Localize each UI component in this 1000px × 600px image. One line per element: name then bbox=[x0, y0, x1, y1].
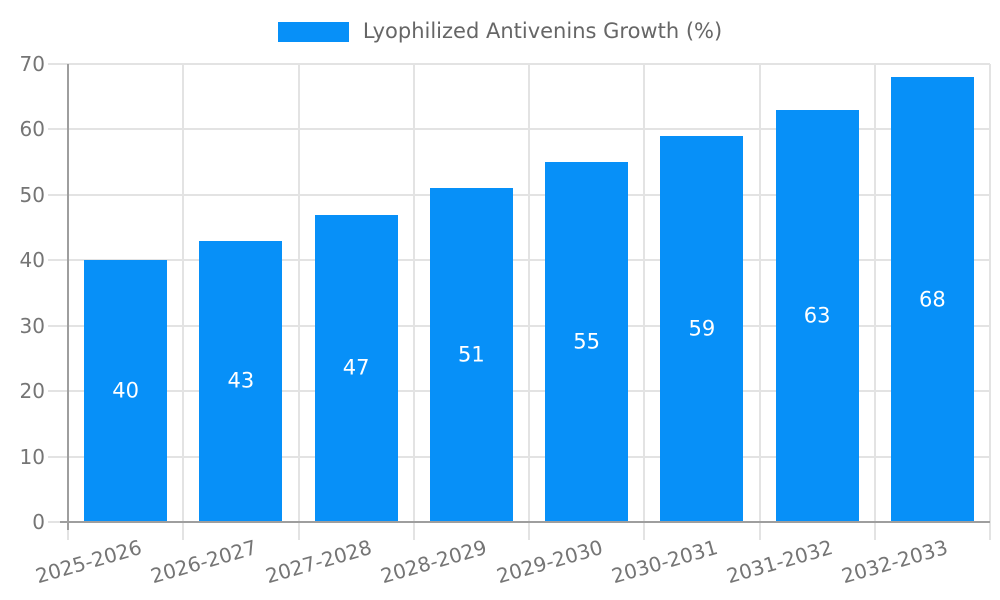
bar[interactable]: 59 bbox=[660, 135, 744, 522]
x-axis-tick-label: 2031-2032 bbox=[724, 535, 836, 589]
bar-group: 59 bbox=[644, 64, 759, 522]
gridline-horizontal bbox=[48, 324, 990, 327]
x-axis-tick-label: 2025-2026 bbox=[32, 535, 144, 589]
gridline-vertical bbox=[182, 64, 185, 540]
gridline-horizontal bbox=[48, 128, 990, 131]
y-axis-tick-label: 0 bbox=[32, 510, 45, 534]
x-axis-tick-label: 2030-2031 bbox=[608, 535, 721, 589]
bar[interactable]: 47 bbox=[314, 214, 398, 522]
bar-group: 55 bbox=[529, 64, 644, 522]
legend-item[interactable]: Lyophilized Antivenins Growth (%) bbox=[0, 19, 1000, 43]
bar-group: 68 bbox=[875, 64, 990, 522]
y-axis-tick-label: 60 bbox=[19, 117, 45, 142]
bar-group: 43 bbox=[183, 64, 298, 522]
bar-group: 47 bbox=[299, 64, 414, 522]
bar[interactable]: 43 bbox=[199, 240, 283, 522]
gridline-vertical bbox=[412, 64, 415, 540]
y-axis-tick-label: 10 bbox=[19, 444, 45, 469]
bar-value-label: 47 bbox=[342, 355, 370, 380]
gridline-vertical bbox=[297, 64, 300, 540]
legend-color-swatch-icon bbox=[277, 21, 349, 42]
y-axis-tick-label: 50 bbox=[19, 182, 45, 207]
x-axis-tick-label: 2027-2028 bbox=[263, 535, 375, 589]
gridline-horizontal bbox=[48, 193, 990, 196]
bar[interactable]: 40 bbox=[84, 260, 168, 522]
y-axis-tick-label: 70 bbox=[19, 52, 45, 76]
gridline-vertical bbox=[758, 64, 761, 540]
bar-group: 63 bbox=[760, 64, 875, 522]
gridline-vertical bbox=[528, 64, 530, 540]
bar-value-label: 55 bbox=[573, 329, 600, 354]
y-axis-line bbox=[67, 64, 69, 530]
y-axis-tick-label: 30 bbox=[19, 313, 45, 338]
gridline-vertical bbox=[989, 64, 991, 540]
bar[interactable]: 51 bbox=[429, 188, 513, 522]
bar-group: 40 bbox=[68, 64, 183, 522]
bar-group: 51 bbox=[414, 64, 529, 522]
bar[interactable]: 68 bbox=[890, 77, 974, 522]
bar-value-label: 68 bbox=[918, 287, 946, 312]
bar-value-label: 51 bbox=[457, 342, 485, 367]
x-axis-tick-label: 2026-2027 bbox=[147, 535, 260, 589]
bar-value-label: 40 bbox=[112, 378, 139, 403]
bar[interactable]: 55 bbox=[545, 162, 629, 522]
bar-value-label: 43 bbox=[227, 368, 255, 393]
bar-value-label: 59 bbox=[688, 316, 716, 341]
bar[interactable]: 63 bbox=[775, 109, 859, 522]
x-axis-line bbox=[60, 521, 990, 523]
x-axis-tick-label: 2029-2030 bbox=[493, 535, 605, 589]
gridline-horizontal bbox=[48, 63, 990, 65]
gridline-vertical bbox=[873, 64, 876, 540]
gridline-vertical bbox=[643, 64, 646, 540]
y-axis-tick-label: 40 bbox=[19, 248, 45, 273]
gridline-horizontal bbox=[48, 390, 990, 393]
plot-area: 0 10 20 30 40 50 60 70 40 43 47 51 55 59 63 68 2025-20… bbox=[20, 54, 991, 588]
legend-label: Lyophilized Antivenins Growth (%) bbox=[362, 19, 723, 43]
gridline-horizontal bbox=[48, 455, 990, 458]
bars-layer: 40 43 47 51 55 59 63 68 bbox=[68, 64, 990, 522]
x-axis-tick-label: 2028-2029 bbox=[378, 535, 490, 589]
gridline-horizontal bbox=[48, 259, 990, 262]
bar-value-label: 63 bbox=[803, 303, 831, 328]
x-axis-labels: 2025-2026 2026-2027 2027-2028 2028-2029 2029… bbox=[33, 522, 990, 600]
y-axis-tick-label: 20 bbox=[19, 379, 45, 404]
x-axis-tick-label: 2032-2033 bbox=[839, 535, 951, 589]
